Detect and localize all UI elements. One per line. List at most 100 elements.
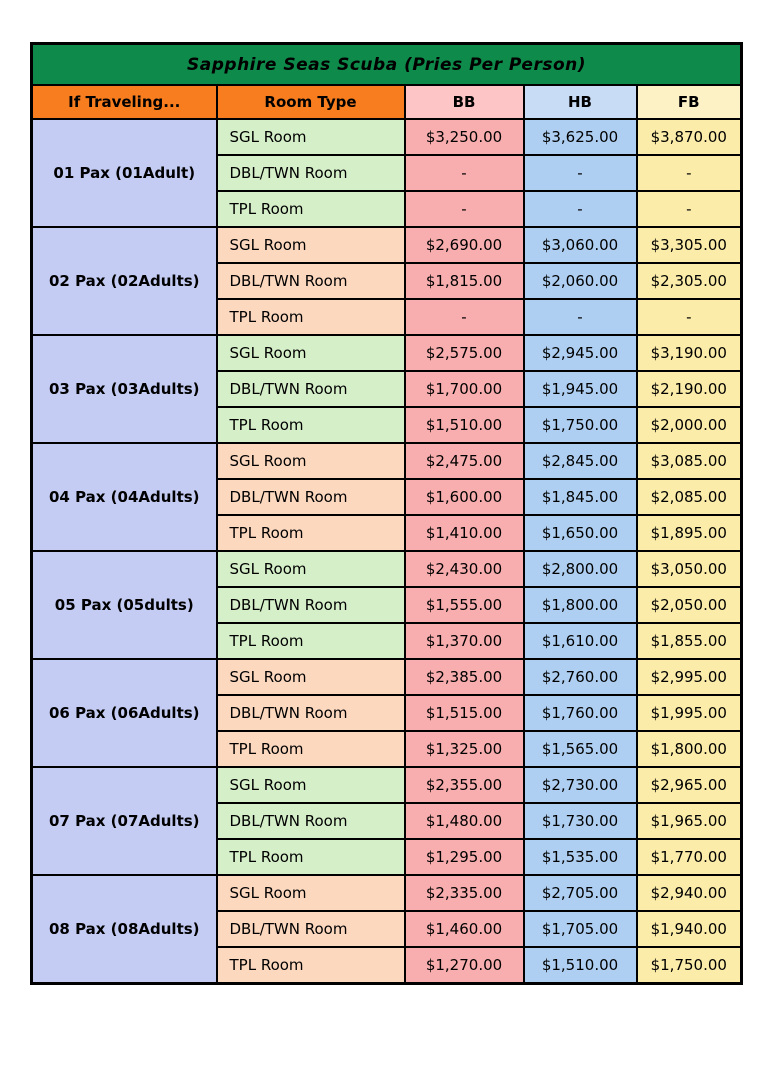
price-cell-hb: $1,565.00: [522, 730, 638, 768]
price-cell-hb: $2,705.00: [522, 874, 638, 912]
price-cell-bb: $3,250.00: [403, 118, 525, 156]
price-cell-fb: $1,750.00: [635, 946, 743, 985]
pax-cell: 07 Pax (07Adults): [30, 766, 218, 876]
price-cell-bb: $1,600.00: [403, 478, 525, 516]
price-cell-fb: $1,855.00: [635, 622, 743, 660]
room-type-cell: TPL Room: [215, 190, 406, 228]
pax-cell: 03 Pax (03Adults): [30, 334, 218, 444]
price-cell-bb: $1,815.00: [403, 262, 525, 300]
table-row: 05 Pax (05dults) SGL Room $2,430.00 $2,8…: [30, 550, 743, 660]
price-cell-bb: $2,575.00: [403, 334, 525, 372]
room-type-cell: TPL Room: [215, 838, 406, 876]
price-cell-bb: $1,270.00: [403, 946, 525, 985]
room-type-cell: TPL Room: [215, 946, 406, 985]
room-type-cell: DBL/TWN Room: [215, 262, 406, 300]
table-row: 04 Pax (04Adults) SGL Room $2,475.00 $2,…: [30, 442, 743, 552]
column-header-if-traveling: If Traveling...: [30, 84, 218, 120]
price-cell-fb: $1,770.00: [635, 838, 743, 876]
price-cell-fb: $3,085.00: [635, 442, 743, 480]
pax-group-02: 02 Pax (02Adults) SGL Room $2,690.00 $3,…: [30, 226, 743, 336]
table-row: 03 Pax (03Adults) SGL Room $2,575.00 $2,…: [30, 334, 743, 444]
price-cell-fb: $2,995.00: [635, 658, 743, 696]
price-cell-hb: $2,800.00: [522, 550, 638, 588]
room-type-cell: TPL Room: [215, 298, 406, 336]
price-cell-fb: -: [635, 190, 743, 228]
room-type-cell: DBL/TWN Room: [215, 586, 406, 624]
price-cell-bb: $2,690.00: [403, 226, 525, 264]
room-type-cell: SGL Room: [215, 874, 406, 912]
pax-cell: 04 Pax (04Adults): [30, 442, 218, 552]
table-row: TPL Room - - -: [32, 190, 743, 228]
room-type-cell: SGL Room: [215, 550, 406, 588]
price-cell-hb: -: [522, 190, 638, 228]
title-row: Sapphire Seas Scuba (Pries Per Person): [30, 42, 743, 86]
room-type-cell: DBL/TWN Room: [215, 478, 406, 516]
price-cell-bb: -: [403, 154, 525, 192]
pax-cell: 05 Pax (05dults): [30, 550, 218, 660]
table-row: DBL/TWN Room $1,700.00 $1,945.00 $2,190.…: [32, 370, 743, 408]
column-header-fb: FB: [635, 84, 743, 120]
price-cell-fb: $3,305.00: [635, 226, 743, 264]
column-header-room-type: Room Type: [215, 84, 406, 120]
price-cell-bb: $1,370.00: [403, 622, 525, 660]
pax-group-01: 01 Pax (01Adult) SGL Room $3,250.00 $3,6…: [30, 118, 743, 228]
pax-group-07: 07 Pax (07Adults) SGL Room $2,355.00 $2,…: [30, 766, 743, 876]
table-row: TPL Room $1,410.00 $1,650.00 $1,895.00: [32, 514, 743, 552]
price-cell-fb: $1,965.00: [635, 802, 743, 840]
price-cell-bb: $1,555.00: [403, 586, 525, 624]
price-cell-fb: $2,940.00: [635, 874, 743, 912]
price-cell-bb: $1,325.00: [403, 730, 525, 768]
room-type-cell: SGL Room: [215, 334, 406, 372]
price-cell-bb: $1,515.00: [403, 694, 525, 732]
price-cell-bb: $2,355.00: [403, 766, 525, 804]
price-cell-hb: $1,650.00: [522, 514, 638, 552]
price-cell-hb: $3,625.00: [522, 118, 638, 156]
room-type-cell: TPL Room: [215, 514, 406, 552]
room-type-cell: DBL/TWN Room: [215, 370, 406, 408]
price-cell-fb: $1,995.00: [635, 694, 743, 732]
room-type-cell: SGL Room: [215, 226, 406, 264]
pax-group-04: 04 Pax (04Adults) SGL Room $2,475.00 $2,…: [30, 442, 743, 552]
header-row: If Traveling... Room Type BB HB FB: [30, 84, 743, 120]
price-cell-hb: -: [522, 298, 638, 336]
price-cell-hb: $1,750.00: [522, 406, 638, 444]
room-type-cell: TPL Room: [215, 406, 406, 444]
pax-cell: 02 Pax (02Adults): [30, 226, 218, 336]
price-cell-bb: $2,430.00: [403, 550, 525, 588]
price-cell-hb: $2,945.00: [522, 334, 638, 372]
table-row: TPL Room $1,510.00 $1,750.00 $2,000.00: [32, 406, 743, 444]
pax-cell: 01 Pax (01Adult): [30, 118, 218, 228]
price-cell-fb: $2,000.00: [635, 406, 743, 444]
price-cell-hb: $2,845.00: [522, 442, 638, 480]
price-cell-fb: $3,050.00: [635, 550, 743, 588]
column-header-hb: HB: [522, 84, 638, 120]
price-cell-bb: $2,385.00: [403, 658, 525, 696]
price-cell-hb: $1,800.00: [522, 586, 638, 624]
room-type-cell: DBL/TWN Room: [215, 802, 406, 840]
price-cell-bb: $2,475.00: [403, 442, 525, 480]
column-header-bb: BB: [403, 84, 525, 120]
price-cell-bb: $1,510.00: [403, 406, 525, 444]
room-type-cell: TPL Room: [215, 622, 406, 660]
table-row: 06 Pax (06Adults) SGL Room $2,385.00 $2,…: [30, 658, 743, 768]
price-cell-fb: $2,305.00: [635, 262, 743, 300]
price-cell-fb: $2,085.00: [635, 478, 743, 516]
pax-group-08: 08 Pax (08Adults) SGL Room $2,335.00 $2,…: [30, 874, 743, 985]
room-type-cell: DBL/TWN Room: [215, 154, 406, 192]
table-row: 08 Pax (08Adults) SGL Room $2,335.00 $2,…: [30, 874, 743, 985]
price-cell-fb: $3,870.00: [635, 118, 743, 156]
price-cell-fb: $3,190.00: [635, 334, 743, 372]
table-row: TPL Room $1,325.00 $1,565.00 $1,800.00: [32, 730, 743, 768]
price-cell-fb: $2,190.00: [635, 370, 743, 408]
price-cell-hb: $1,510.00: [522, 946, 638, 985]
pax-cell: 06 Pax (06Adults): [30, 658, 218, 768]
price-cell-fb: -: [635, 154, 743, 192]
price-table: Sapphire Seas Scuba (Pries Per Person) I…: [30, 42, 744, 985]
price-cell-fb: $1,895.00: [635, 514, 743, 552]
table-row: DBL/TWN Room $1,515.00 $1,760.00 $1,995.…: [32, 694, 743, 732]
price-cell-hb: $2,760.00: [522, 658, 638, 696]
table-row: TPL Room $1,295.00 $1,535.00 $1,770.00: [32, 838, 743, 876]
room-type-cell: SGL Room: [215, 658, 406, 696]
pax-group-06: 06 Pax (06Adults) SGL Room $2,385.00 $2,…: [30, 658, 743, 768]
